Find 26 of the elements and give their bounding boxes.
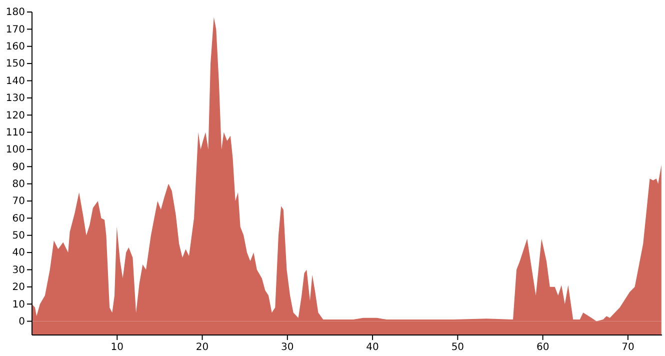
x-tick-label: 40 [366, 342, 379, 353]
y-tick-label: 20 [12, 282, 25, 294]
x-tick-label: 30 [281, 342, 294, 353]
y-tick-label: 100 [6, 144, 25, 156]
x-tick-label: 50 [451, 342, 464, 353]
y-tick-label: 10 [12, 299, 25, 310]
y-tick-label: 170 [6, 24, 25, 36]
y-tick-label: 150 [6, 58, 25, 70]
y-tick-label: 0 [18, 316, 25, 328]
y-tick-label: 110 [6, 127, 25, 138]
y-tick-label: 120 [6, 110, 25, 122]
y-tick-label: 40 [12, 248, 25, 259]
y-tick-label: 50 [12, 230, 25, 242]
y-tick-label: 70 [12, 196, 25, 208]
x-tick-label: 20 [196, 342, 209, 353]
y-tick-label: 180 [6, 7, 25, 18]
x-tick-label: 10 [110, 342, 124, 353]
y-tick-label: 60 [12, 213, 25, 224]
y-tick-label: 90 [12, 162, 25, 173]
y-tick-label: 140 [6, 76, 25, 87]
y-tick-label: 130 [6, 93, 25, 104]
x-tick-label: 70 [622, 342, 634, 353]
y-tick-label: 160 [6, 42, 25, 53]
x-tick-label: 60 [536, 342, 550, 353]
y-tick-label: 80 [12, 179, 25, 190]
y-tick-label: 30 [12, 264, 25, 276]
